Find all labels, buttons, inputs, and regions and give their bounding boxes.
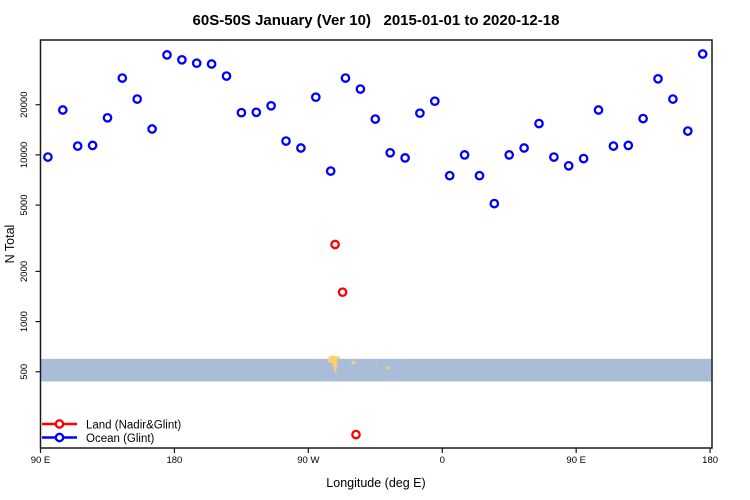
data-point-ocean <box>623 140 634 151</box>
y-tick-label: 20000 <box>19 92 30 118</box>
legend-ocean-marker-icon <box>54 432 65 443</box>
data-point-ocean <box>653 73 663 84</box>
data-point-ocean <box>355 84 366 94</box>
y-tick-label: 1000 <box>19 311 30 332</box>
data-point-ocean <box>43 152 53 162</box>
data-point-ocean <box>608 141 619 151</box>
data-point-ocean <box>132 94 143 104</box>
land-falkland-islands <box>351 360 356 365</box>
plot-box <box>39 39 713 449</box>
x-tick-label: 0 <box>440 455 445 466</box>
data-point-ocean <box>57 105 68 115</box>
data-point-ocean <box>340 73 351 83</box>
x-axis-title: Longitude (deg E) <box>326 476 425 490</box>
x-tick-label: 90 W <box>297 455 319 466</box>
latitude-band-map <box>41 358 712 382</box>
legend-land-marker-icon <box>54 419 65 429</box>
data-point-ocean <box>489 198 500 209</box>
land-patagonia-tierra-del-fuego <box>327 355 340 373</box>
data-point-ocean <box>370 114 381 124</box>
x-tick-label: 90 E <box>31 455 51 466</box>
data-point-ocean <box>162 50 172 60</box>
land-small-island-speck <box>375 364 378 367</box>
data-point-ocean <box>385 147 396 158</box>
data-point-ocean <box>563 160 574 171</box>
data-point-ocean <box>429 96 440 107</box>
data-point-ocean <box>400 153 410 163</box>
data-point-land <box>337 287 348 298</box>
data-point-ocean <box>474 170 485 181</box>
data-point-ocean <box>682 126 693 136</box>
y-tick-label: 500 <box>19 364 30 380</box>
data-point-ocean <box>504 150 515 160</box>
data-point-ocean <box>549 152 559 162</box>
y-tick-label: 2000 <box>19 261 30 282</box>
data-point-ocean <box>236 107 247 118</box>
data-point-ocean <box>147 124 157 134</box>
data-point-ocean <box>266 100 276 111</box>
data-point-ocean <box>668 94 678 104</box>
data-point-ocean <box>638 113 648 124</box>
data-point-ocean <box>281 136 291 146</box>
legend-land-label: Land (Nadir&Glint) <box>86 420 181 432</box>
x-tick-label: 180 <box>702 455 718 466</box>
data-point-ocean <box>191 58 202 69</box>
data-point-ocean <box>578 153 589 164</box>
data-point-ocean <box>221 71 232 81</box>
data-point-ocean <box>87 140 98 151</box>
data-point-ocean <box>102 112 113 123</box>
x-tick-label: 90 E <box>566 455 586 466</box>
chart-title: 60S-50S January (Ver 10) 2015-01-01 to 2… <box>193 12 560 29</box>
y-tick-label: 5000 <box>19 195 30 216</box>
data-point-land <box>330 239 340 250</box>
legend: Land (Nadir&Glint) Ocean (Glint) <box>42 419 181 445</box>
data-point-ocean <box>325 166 336 176</box>
data-point-land <box>351 429 361 440</box>
data-point-ocean <box>415 108 425 119</box>
data-point-ocean <box>296 143 306 153</box>
y-axis-title: N Total <box>3 225 17 264</box>
data-point-ocean <box>251 107 262 118</box>
data-point-ocean <box>534 118 544 129</box>
data-point-ocean <box>459 150 470 160</box>
data-point-ocean <box>444 170 455 181</box>
data-point-ocean <box>310 92 321 103</box>
data-point-ocean <box>117 73 128 83</box>
legend-ocean-label: Ocean (Glint) <box>86 433 155 445</box>
data-point-ocean <box>177 54 187 65</box>
data-point-ocean <box>697 49 708 59</box>
land-south-georgia <box>385 366 390 370</box>
data-point-ocean <box>593 105 604 115</box>
data-point-ocean <box>206 59 217 69</box>
y-tick-label: 10000 <box>19 142 30 168</box>
data-point-ocean <box>519 143 529 153</box>
data-point-ocean <box>72 141 83 151</box>
x-tick-label: 180 <box>166 455 182 466</box>
